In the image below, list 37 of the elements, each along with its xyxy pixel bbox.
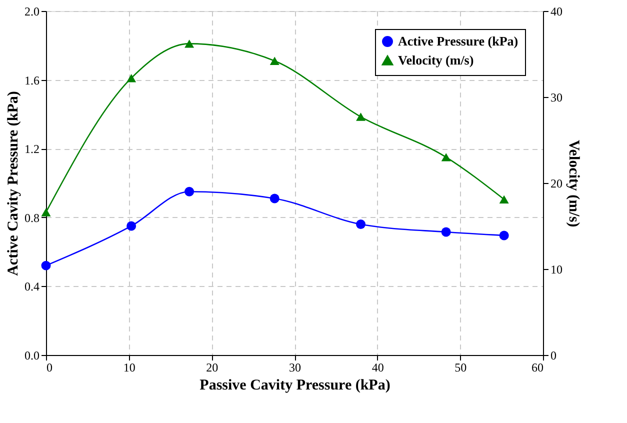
point — [41, 208, 51, 216]
x-tick-label: 20 — [206, 360, 218, 374]
x-axis-title: Passive Cavity Pressure (kPa) — [200, 378, 390, 394]
point — [126, 74, 136, 82]
point — [356, 112, 366, 121]
y2-tick-label: 0 — [550, 348, 556, 362]
x-tick-label: 60 — [532, 360, 544, 374]
x-tick-label: 40 — [372, 360, 384, 374]
legend-label: Active Pressure (kPa) — [398, 34, 518, 48]
y-tick-label: 0.8 — [24, 210, 40, 225]
x-tick-label: 10 — [123, 360, 136, 374]
point — [499, 230, 509, 240]
point — [499, 195, 509, 204]
point — [184, 40, 194, 48]
y2-tick-label: 20 — [550, 176, 562, 190]
y-tick-label: 1.2 — [24, 142, 40, 156]
y-tick-label: 1.6 — [24, 73, 40, 88]
y2-tick-label: 40 — [550, 4, 562, 18]
legend-label: Velocity (m/s) — [398, 52, 474, 68]
x-tick-label: 30 — [289, 360, 301, 374]
point — [184, 186, 194, 196]
point — [356, 220, 366, 230]
y-tick-label: 0.0 — [24, 348, 40, 362]
point — [441, 153, 451, 162]
y-tick-label: 2.0 — [24, 4, 40, 18]
point — [270, 56, 280, 65]
y2-tick-label: 30 — [550, 90, 562, 104]
y-axis-title: Active Cavity Pressure (kPa) — [6, 91, 22, 276]
point — [41, 260, 51, 270]
point — [126, 221, 136, 231]
x-tick-label: 0 — [46, 360, 52, 374]
x-tick-label: 50 — [454, 360, 467, 374]
point — [270, 194, 280, 204]
y2-axis-title: Velocity (m/s) — [566, 140, 582, 228]
y-tick-label: 0.4 — [24, 280, 40, 294]
point — [441, 227, 451, 237]
y2-tick-label: 10 — [550, 262, 562, 276]
